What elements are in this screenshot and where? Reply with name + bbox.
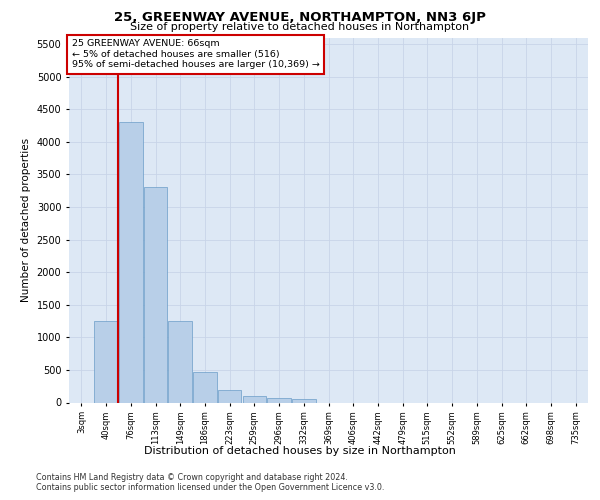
Bar <box>119 122 143 402</box>
Text: 25 GREENWAY AVENUE: 66sqm
← 5% of detached houses are smaller (516)
95% of semi-: 25 GREENWAY AVENUE: 66sqm ← 5% of detach… <box>71 40 319 69</box>
Bar <box>268 398 291 402</box>
Text: Size of property relative to detached houses in Northampton: Size of property relative to detached ho… <box>130 22 470 32</box>
Bar <box>242 396 266 402</box>
Text: Distribution of detached houses by size in Northampton: Distribution of detached houses by size … <box>144 446 456 456</box>
Bar <box>169 321 192 402</box>
Bar <box>94 321 118 402</box>
Text: Contains public sector information licensed under the Open Government Licence v3: Contains public sector information licen… <box>36 484 385 492</box>
Bar <box>218 390 241 402</box>
Bar <box>144 188 167 402</box>
Bar <box>193 372 217 402</box>
Y-axis label: Number of detached properties: Number of detached properties <box>21 138 31 302</box>
Text: Contains HM Land Registry data © Crown copyright and database right 2024.: Contains HM Land Registry data © Crown c… <box>36 472 348 482</box>
Text: 25, GREENWAY AVENUE, NORTHAMPTON, NN3 6JP: 25, GREENWAY AVENUE, NORTHAMPTON, NN3 6J… <box>114 11 486 24</box>
Bar <box>292 399 316 402</box>
